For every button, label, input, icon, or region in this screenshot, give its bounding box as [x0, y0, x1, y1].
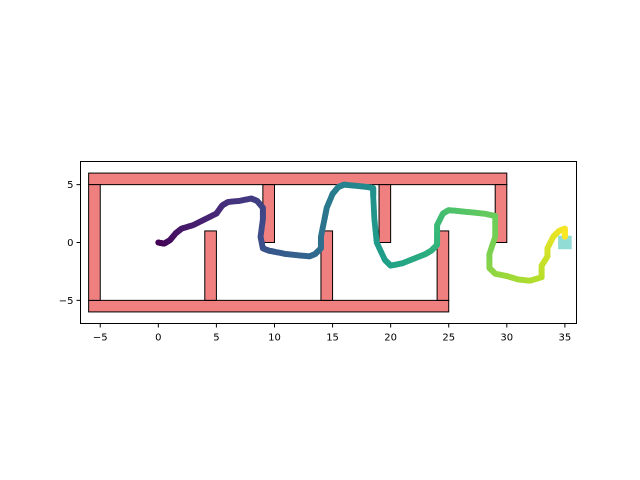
- trajectory-points: [155, 181, 568, 284]
- maze-wall: [88, 172, 508, 186]
- maze-walls: [88, 172, 508, 313]
- x-axis-ticks: −5 0 5 10 15 20 25 30 35: [93, 323, 572, 344]
- x-tick-label: 10: [268, 333, 281, 344]
- maze-wall: [378, 184, 392, 243]
- maze-wall: [204, 230, 217, 301]
- trajectory-point: [561, 233, 568, 240]
- x-tick-label: 20: [384, 333, 397, 344]
- x-tick-label: 15: [326, 333, 339, 344]
- x-tick-label: 30: [500, 333, 513, 344]
- maze-wall: [436, 230, 450, 301]
- maze-wall: [88, 299, 450, 313]
- y-tick-label: 0: [67, 238, 73, 249]
- x-tick-label: 25: [442, 333, 455, 344]
- x-tick-label: −5: [93, 333, 108, 344]
- x-tick-label: 0: [155, 333, 161, 344]
- maze-wall: [88, 184, 101, 301]
- y-axis-ticks: −5 0 5: [59, 180, 81, 307]
- y-tick-label: 5: [67, 180, 73, 191]
- maze-wall: [320, 230, 334, 301]
- y-tick-label: −5: [59, 296, 74, 307]
- x-tick-label: 35: [559, 333, 572, 344]
- x-tick-label: 5: [213, 333, 219, 344]
